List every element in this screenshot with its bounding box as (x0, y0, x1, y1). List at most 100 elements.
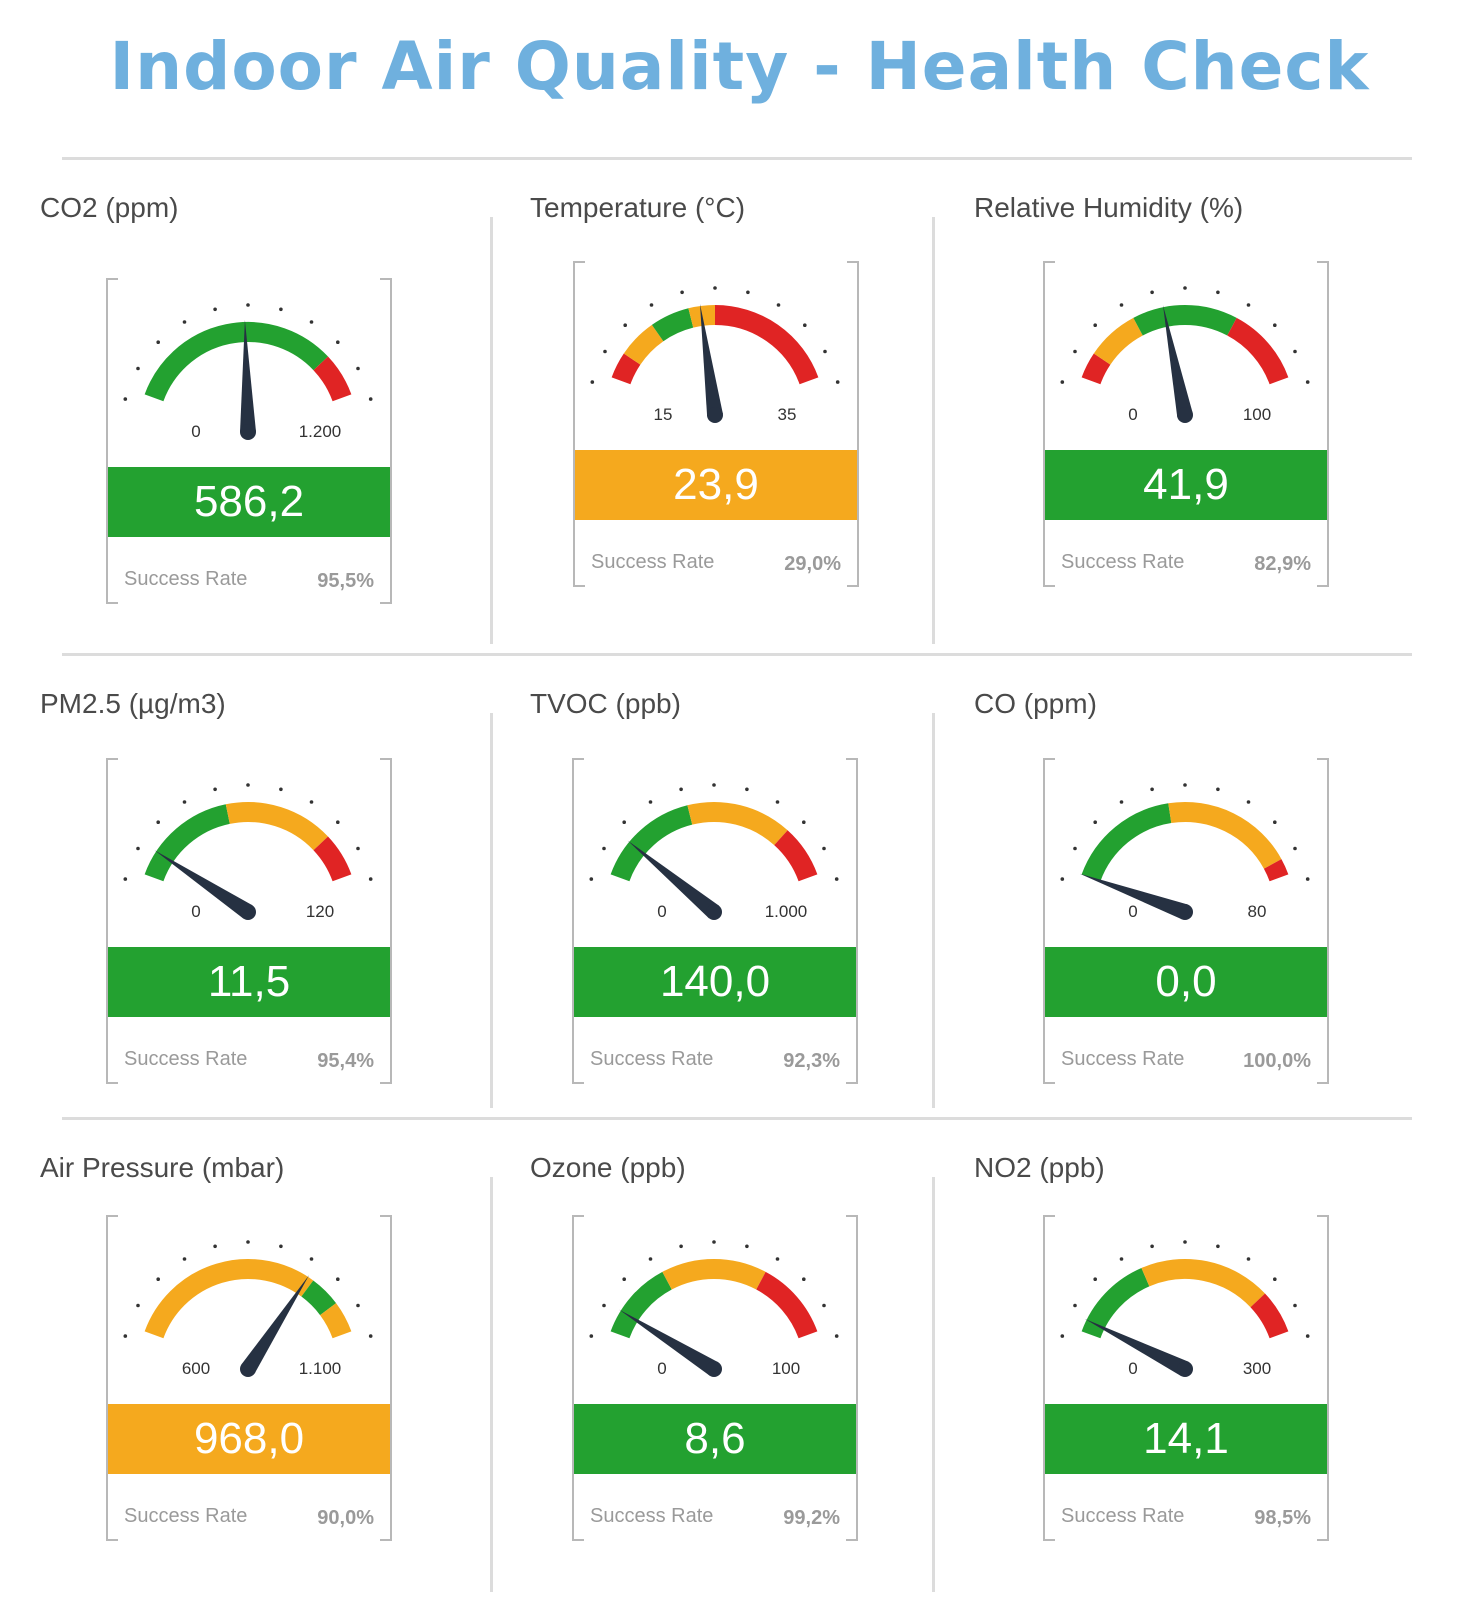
scale-dot (822, 1303, 826, 1308)
scale-dot (309, 1257, 314, 1261)
card-bracket-left (106, 1215, 118, 1541)
card-bracket-right (380, 758, 392, 1084)
success-rate-value: 92,3% (783, 1050, 840, 1072)
scale-dot (712, 1240, 716, 1244)
scale-dot (1183, 1240, 1187, 1244)
gauge-band-orange (225, 802, 329, 851)
scale-dot (623, 323, 627, 327)
scale-dot (1273, 820, 1277, 824)
scale-dot (745, 787, 749, 792)
gauge-band-orange (1141, 1259, 1266, 1308)
scale-dot (1060, 877, 1065, 881)
gauge-band-red (313, 356, 352, 402)
gauge-dial: 0 100 (1060, 286, 1310, 424)
gauge-value: 8,6 (574, 1404, 856, 1474)
gauge-min-label: 0 (191, 902, 200, 921)
card-bracket-left (573, 261, 585, 587)
gauge-needle-hub (240, 1361, 256, 1377)
card-bracket-left (106, 758, 118, 1084)
gauge-card: 0 100 41,9 Success Rate 82,9% (1043, 261, 1329, 587)
scale-dot (156, 1277, 160, 1281)
scale-dot (279, 307, 283, 312)
gauge-needle (700, 304, 723, 417)
gauge-band-red (611, 353, 641, 385)
scale-dot (834, 877, 839, 881)
gauge-card: 0 120 11,5 Success Rate 95,4% (106, 758, 392, 1084)
scale-dot (213, 1244, 217, 1249)
divider-col-2-row-3 (932, 1177, 935, 1592)
gauge-band-green (1081, 803, 1172, 882)
scale-dot (246, 303, 250, 307)
gauge-cell: Ozone (ppb) 0 100 8,6 Success Rate 99,2% (530, 1152, 990, 1622)
scale-dot (1150, 1244, 1154, 1249)
divider-row-2 (62, 1117, 1412, 1120)
success-rate-label: Success Rate (124, 1048, 248, 1070)
scale-dot (834, 1334, 839, 1338)
scale-dot (1246, 1257, 1251, 1261)
scale-dot (1119, 303, 1124, 307)
gauge-band-orange (688, 305, 716, 328)
scale-dot (822, 846, 826, 851)
scale-dot (309, 320, 314, 324)
success-rate-value: 90,0% (317, 1507, 374, 1529)
scale-dot (182, 1257, 187, 1261)
gauge-needle-hub (706, 904, 722, 920)
gauge-dial: 0 300 (1060, 1240, 1310, 1378)
gauge-value: 968,0 (108, 1404, 390, 1474)
gauge-band-green (1081, 1267, 1150, 1339)
scale-dot (1216, 1244, 1220, 1249)
gauge-band-green (301, 1280, 337, 1316)
divider-col-1-row-2 (490, 713, 493, 1108)
scale-dot (679, 1244, 683, 1249)
gauge-dial: 0 1.000 (589, 783, 839, 921)
gauge-band-orange (144, 1259, 314, 1339)
scale-dot (745, 1244, 749, 1249)
success-rate-label: Success Rate (590, 1505, 714, 1527)
success-rate-value: 99,2% (783, 1507, 840, 1529)
gauge-needle-hub (240, 904, 256, 920)
scale-dot (136, 846, 140, 851)
gauge-cell: CO (ppm) 0 80 0,0 Success Rate 100,0% (974, 688, 1434, 1158)
gauge-band-orange (1168, 802, 1282, 869)
card-bracket-left (572, 1215, 584, 1541)
card-bracket-left (1043, 261, 1055, 587)
scale-dot (1246, 303, 1251, 307)
scale-dot (679, 787, 683, 792)
scale-dot (1119, 1257, 1124, 1261)
gauge-band-red (313, 836, 352, 882)
scale-dot (589, 877, 594, 881)
gauge-band-orange (623, 324, 664, 365)
gauge-title: NO2 (ppb) (974, 1152, 1105, 1183)
scale-dot (1073, 1303, 1077, 1308)
divider-col-2-row-2 (932, 713, 935, 1108)
scale-dot (1216, 290, 1220, 295)
card-bracket-right (380, 1215, 392, 1541)
gauge-card: 0 1.000 140,0 Success Rate 92,3% (572, 758, 858, 1084)
gauge-needle-hub (1177, 1361, 1193, 1377)
gauge-dial: 0 1.200 (123, 303, 373, 441)
gauge-title: PM2.5 (µg/m3) (40, 688, 226, 719)
scale-dot (336, 1277, 340, 1281)
gauge-band-green (651, 308, 694, 342)
scale-dot (279, 787, 283, 792)
gauge-value: 11,5 (108, 947, 390, 1017)
gauge-min-label: 600 (182, 1359, 210, 1378)
scale-dot (1093, 820, 1097, 824)
gauge-band-orange (1093, 317, 1144, 365)
gauge-band-red (1081, 353, 1111, 385)
scale-dot (246, 783, 250, 787)
divider-top (62, 157, 1412, 160)
gauge-max-label: 35 (778, 405, 797, 424)
scale-dot (1305, 877, 1310, 881)
scale-dot (712, 783, 716, 787)
gauge-min-label: 0 (657, 902, 666, 921)
gauge-dial: 15 35 (590, 286, 840, 424)
gauge-max-label: 100 (772, 1359, 800, 1378)
gauge-max-label: 1.100 (299, 1359, 342, 1378)
gauge-band-green (610, 805, 693, 882)
scale-dot (368, 877, 373, 881)
gauge-dial: 0 120 (123, 783, 373, 921)
scale-dot (603, 349, 607, 354)
success-rate-label: Success Rate (124, 568, 248, 590)
card-bracket-right (846, 1215, 858, 1541)
